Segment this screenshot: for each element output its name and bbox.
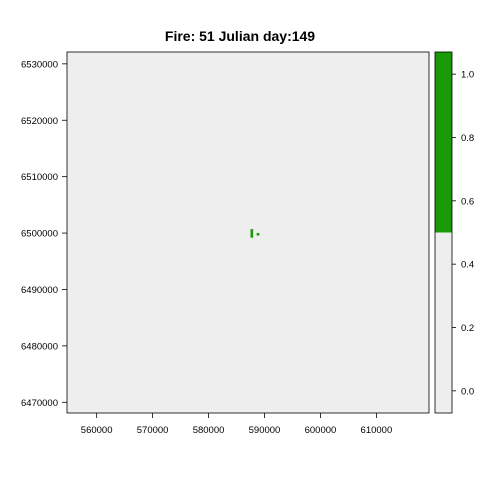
y-axis: 6470000 6480000 6490000 6500000 6510000 65200… (21, 59, 67, 409)
color-legend: 0.0 0.2 0.4 0.6 0.8 1.0 (434, 51, 474, 414)
legend-tick-label: 0.2 (461, 323, 474, 334)
x-tick-label: 560000 (81, 425, 113, 436)
legend-tick-label: 0.6 (461, 196, 474, 207)
legend-tick-label: 0.8 (461, 133, 474, 144)
burned-area-layer (250, 229, 260, 238)
legend-tick-label: 0.0 (461, 386, 474, 397)
y-tick-label: 6510000 (21, 172, 58, 183)
map-title: Fire: 51 Julian day:149 (165, 28, 315, 44)
map-frame (66, 51, 430, 414)
x-tick-label: 580000 (193, 425, 225, 436)
y-tick-label: 6490000 (21, 285, 58, 296)
legend-tick-label: 0.4 (461, 260, 474, 271)
y-tick-label: 6480000 (21, 341, 58, 352)
x-tick-label: 600000 (305, 425, 337, 436)
map-panel: 560000 570000 580000 590000 600000 610000 647… (21, 51, 430, 436)
x-axis: 560000 570000 580000 590000 600000 610000 (81, 413, 392, 436)
burned-cell (250, 229, 254, 238)
map-background (67, 52, 429, 413)
x-tick-label: 570000 (137, 425, 169, 436)
legend-frame (434, 51, 453, 414)
y-tick-label: 6530000 (21, 59, 58, 70)
y-tick-label: 6470000 (21, 398, 58, 409)
legend-high-segment (435, 52, 452, 233)
burned-cell (256, 232, 260, 236)
legend-low-segment (435, 232, 452, 413)
x-tick-label: 590000 (249, 425, 281, 436)
legend-axis: 0.0 0.2 0.4 0.6 0.8 1.0 (452, 70, 474, 397)
x-tick-label: 610000 (361, 425, 393, 436)
y-tick-label: 6520000 (21, 116, 58, 127)
legend-tick-label: 1.0 (461, 70, 474, 81)
y-tick-label: 6500000 (21, 229, 58, 240)
